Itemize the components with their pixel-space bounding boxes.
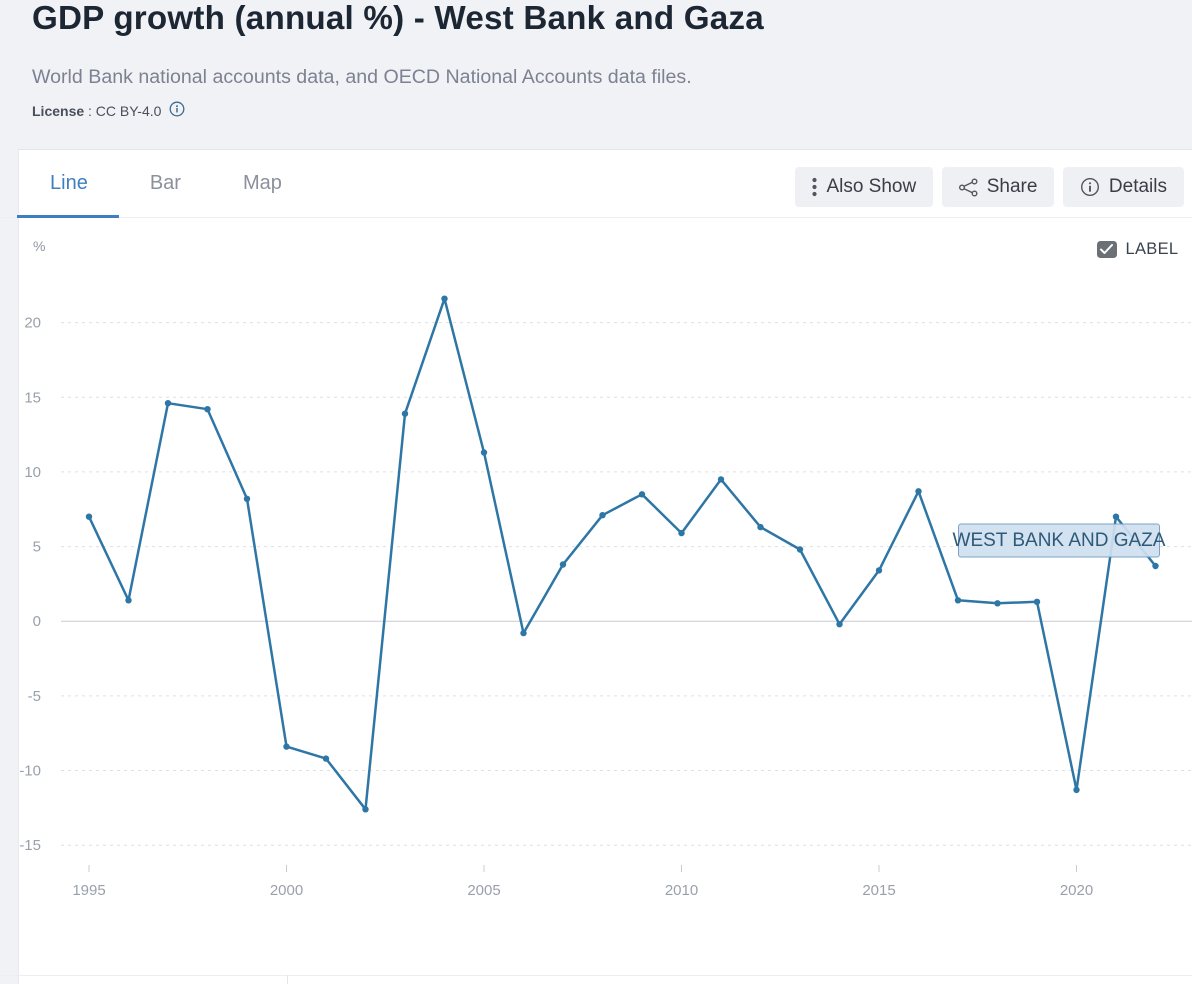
svg-text:15: 15 — [24, 389, 41, 406]
svg-text:-10: -10 — [19, 763, 41, 780]
svg-text:2005: 2005 — [467, 882, 500, 899]
svg-text:2010: 2010 — [665, 882, 698, 899]
svg-text:5: 5 — [33, 539, 41, 556]
svg-text:2015: 2015 — [862, 882, 895, 899]
svg-text:2020: 2020 — [1060, 882, 1093, 899]
svg-text:-5: -5 — [28, 688, 41, 705]
svg-text:20: 20 — [24, 315, 41, 332]
svg-text:WEST BANK AND GAZA: WEST BANK AND GAZA — [953, 530, 1166, 551]
svg-text:0: 0 — [33, 613, 41, 630]
svg-text:2000: 2000 — [270, 882, 303, 899]
svg-text:-15: -15 — [19, 837, 41, 854]
svg-text:1995: 1995 — [72, 882, 105, 899]
svg-text:10: 10 — [24, 464, 41, 481]
